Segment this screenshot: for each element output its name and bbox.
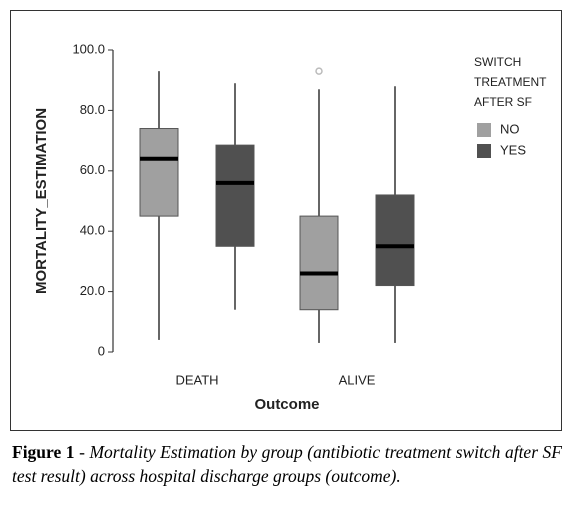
legend-title: AFTER SF: [474, 95, 532, 109]
chart: MORTALITY_ESTIMATION Outcome 0 20.0 40.0 60…: [33, 41, 547, 413]
legend-label: YES: [500, 142, 526, 157]
figure-frame: [10, 10, 562, 431]
x-axis-label: Outcome: [254, 396, 319, 413]
x-tick-label: DEATH: [175, 372, 218, 387]
caption: Figure 1 - Mortality Estimation by group…: [12, 440, 562, 488]
y-tick-label: 100.0: [72, 41, 105, 56]
box: [299, 215, 339, 311]
legend-label: NO: [500, 121, 520, 136]
x-tick-label: ALIVE: [339, 372, 376, 387]
caption-label: Figure 1: [12, 442, 75, 462]
y-tick-label: 0: [98, 343, 105, 358]
y-axis-label: MORTALITY_ESTIMATION: [33, 108, 50, 294]
box: [215, 144, 255, 247]
y-tick-label: 80.0: [80, 102, 105, 117]
y-tick-label: 20.0: [80, 283, 105, 298]
box: [375, 194, 415, 287]
box: [139, 128, 179, 217]
legend-title: SWITCH: [474, 55, 521, 69]
y-tick-label: 60.0: [80, 162, 105, 177]
legend-swatch: [477, 123, 491, 137]
y-tick-label: 40.0: [80, 223, 105, 238]
outlier: [315, 67, 323, 75]
legend-swatch: [477, 144, 491, 158]
legend-title: TREATMENT: [474, 75, 547, 89]
caption-text: - Mortality Estimation by group (antibio…: [12, 442, 562, 486]
